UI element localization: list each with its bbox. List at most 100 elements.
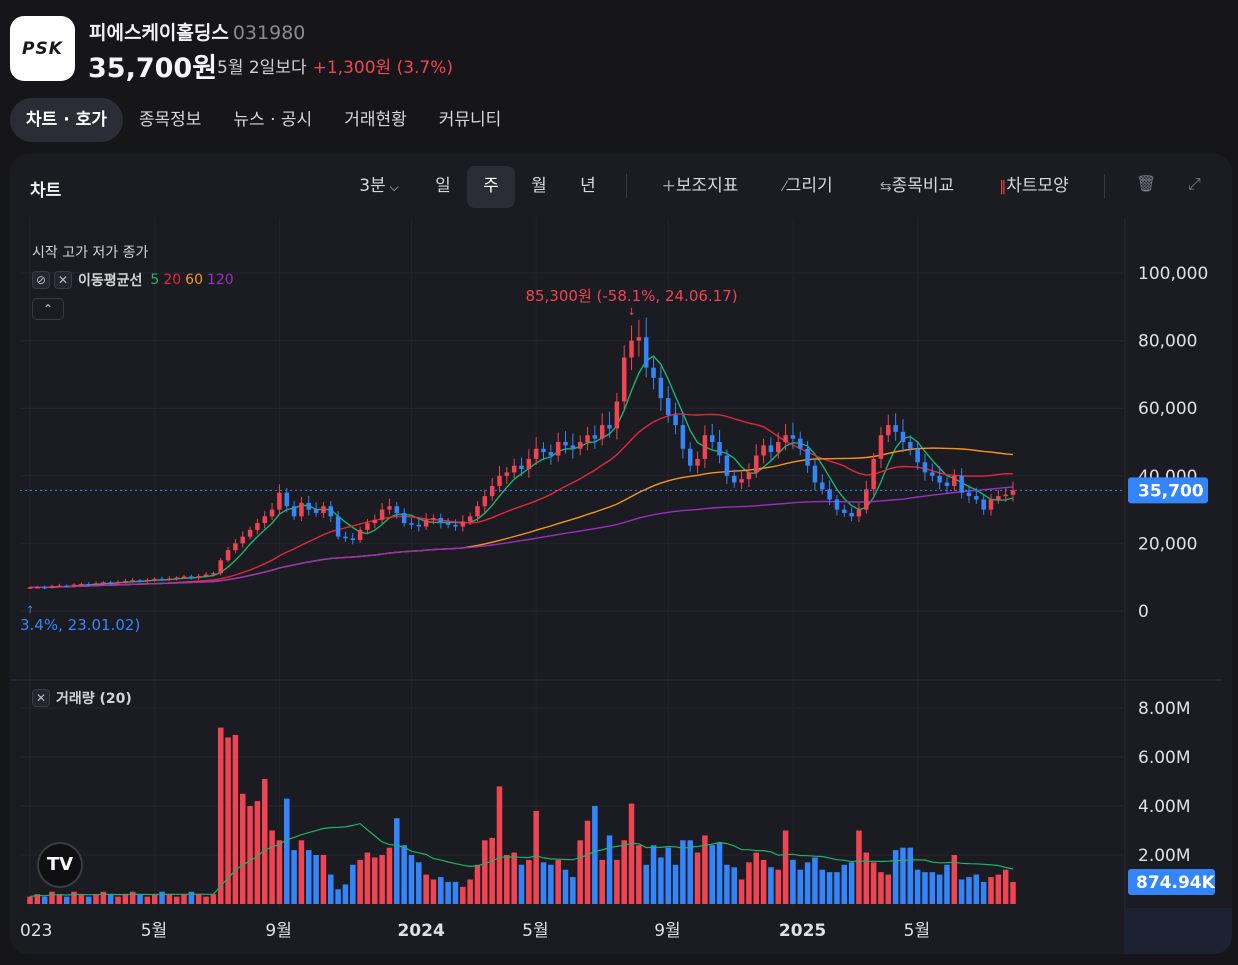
tab-community[interactable]: 커뮤니티: [438, 110, 502, 130]
ma20-line: [29, 413, 1014, 589]
candle-body: [291, 506, 297, 517]
time-axis-label: 5월: [522, 921, 548, 941]
candle-body: [211, 573, 216, 575]
period-month[interactable]: 월: [531, 176, 547, 196]
stock-code: 031980: [232, 22, 306, 44]
volume-bar: [357, 859, 363, 904]
candle: [387, 498, 392, 515]
volume-bar: [944, 864, 950, 904]
candle-body: [724, 455, 730, 476]
candle: [313, 502, 319, 517]
close-icon[interactable]: ✕: [32, 689, 50, 707]
candle: [409, 518, 414, 530]
volume-bar: [782, 830, 789, 904]
price-chart[interactable]: 100,00080,00060,00040,00020,00008.00M6.0…: [10, 218, 1232, 954]
candle: [262, 511, 268, 529]
candle: [768, 437, 774, 462]
candle-body: [555, 442, 561, 456]
chart-style-button[interactable]: ‖차트모양: [999, 176, 1069, 196]
candle-body: [878, 435, 884, 459]
candle: [548, 444, 554, 465]
candle: [900, 418, 906, 453]
candle-body: [988, 499, 994, 510]
candle-body: [775, 442, 781, 453]
candle-body: [482, 496, 488, 507]
expand-icon[interactable]: ⤢: [1188, 174, 1201, 193]
candle-body: [262, 516, 268, 524]
volume-bar: [438, 877, 444, 904]
candle: [108, 580, 113, 585]
volume-bar: [63, 896, 70, 904]
volume-bar: [966, 877, 972, 904]
volume-bar: [173, 896, 180, 904]
eye-off-icon[interactable]: ⊘: [32, 271, 50, 289]
volume-ma-line: [29, 822, 1014, 898]
candle: [115, 580, 121, 585]
volume-bar: [313, 855, 319, 904]
period-year[interactable]: 년: [580, 176, 596, 196]
candle: [820, 474, 825, 495]
candle-body: [915, 448, 920, 463]
volume-bar: [122, 894, 129, 904]
volume-bar: [885, 874, 892, 904]
tab-news[interactable]: 뉴스 · 공시: [233, 110, 313, 130]
volume-bar: [482, 840, 488, 904]
plus-icon: +: [661, 176, 676, 196]
candle-body: [284, 492, 290, 507]
candle: [489, 477, 495, 501]
time-axis-label: 023: [20, 921, 52, 941]
candle: [431, 514, 436, 525]
candles: [27, 317, 1016, 590]
candle-body: [401, 512, 407, 524]
collapse-legend-button[interactable]: ⌃: [32, 298, 64, 320]
tab-trading[interactable]: 거래현황: [344, 110, 407, 130]
volume-bar: [826, 872, 833, 904]
candle: [643, 317, 649, 378]
volume-bar: [276, 840, 283, 904]
pencil-icon: ⁄: [783, 179, 786, 195]
candle: [152, 577, 157, 582]
candle-body: [981, 499, 986, 510]
tab-chart-orderbook[interactable]: 차트 · 호가: [10, 98, 123, 142]
candle-body: [203, 574, 209, 577]
candle-body: [842, 509, 847, 513]
last-volume-badge: [1128, 868, 1215, 895]
candle: [203, 571, 209, 578]
candle: [1003, 487, 1008, 502]
draw-button[interactable]: ⁄그리기: [783, 176, 833, 196]
high-arrow-icon: ↓: [628, 307, 636, 318]
candle: [365, 518, 370, 534]
chart-panel: 차트 3분 ⌵ 일 주 월 년 +보조지표 ⁄그리기 ⇆종목비교 ‖차트모양 🗑 …: [10, 154, 1232, 954]
volume-bar: [709, 845, 715, 904]
candle-body: [335, 516, 341, 537]
candle-body: [629, 340, 634, 358]
compare-button[interactable]: ⇆종목비교: [879, 176, 955, 196]
candle: [658, 366, 664, 411]
volume-bar: [716, 842, 723, 904]
candle: [739, 471, 744, 489]
trash-icon[interactable]: 🗑: [1136, 174, 1157, 193]
ma120-label: 120: [206, 272, 234, 288]
candle: [790, 422, 796, 449]
volume-bar: [335, 889, 341, 904]
candle-body: [827, 489, 832, 500]
candle-body: [167, 578, 172, 581]
candle: [695, 451, 700, 473]
candle-body: [974, 496, 979, 500]
tab-stock-info[interactable]: 종목정보: [138, 110, 202, 130]
candle: [878, 426, 884, 469]
close-icon[interactable]: ✕: [54, 271, 72, 289]
volume-bar: [555, 859, 561, 904]
volume-bar: [269, 830, 275, 904]
candle: [731, 469, 737, 488]
indicators-button[interactable]: +보조지표: [661, 176, 739, 196]
candle-body: [607, 425, 612, 429]
volume-bar: [863, 852, 870, 904]
volume-bar: [49, 891, 55, 904]
period-week[interactable]: 주: [467, 166, 515, 208]
candle: [614, 393, 620, 440]
volume-bar: [217, 727, 224, 904]
interval-dropdown[interactable]: 3분 ⌵: [359, 176, 399, 196]
axes: 100,00080,00060,00040,00020,00008.00M6.0…: [20, 264, 1216, 941]
period-day[interactable]: 일: [435, 176, 451, 196]
